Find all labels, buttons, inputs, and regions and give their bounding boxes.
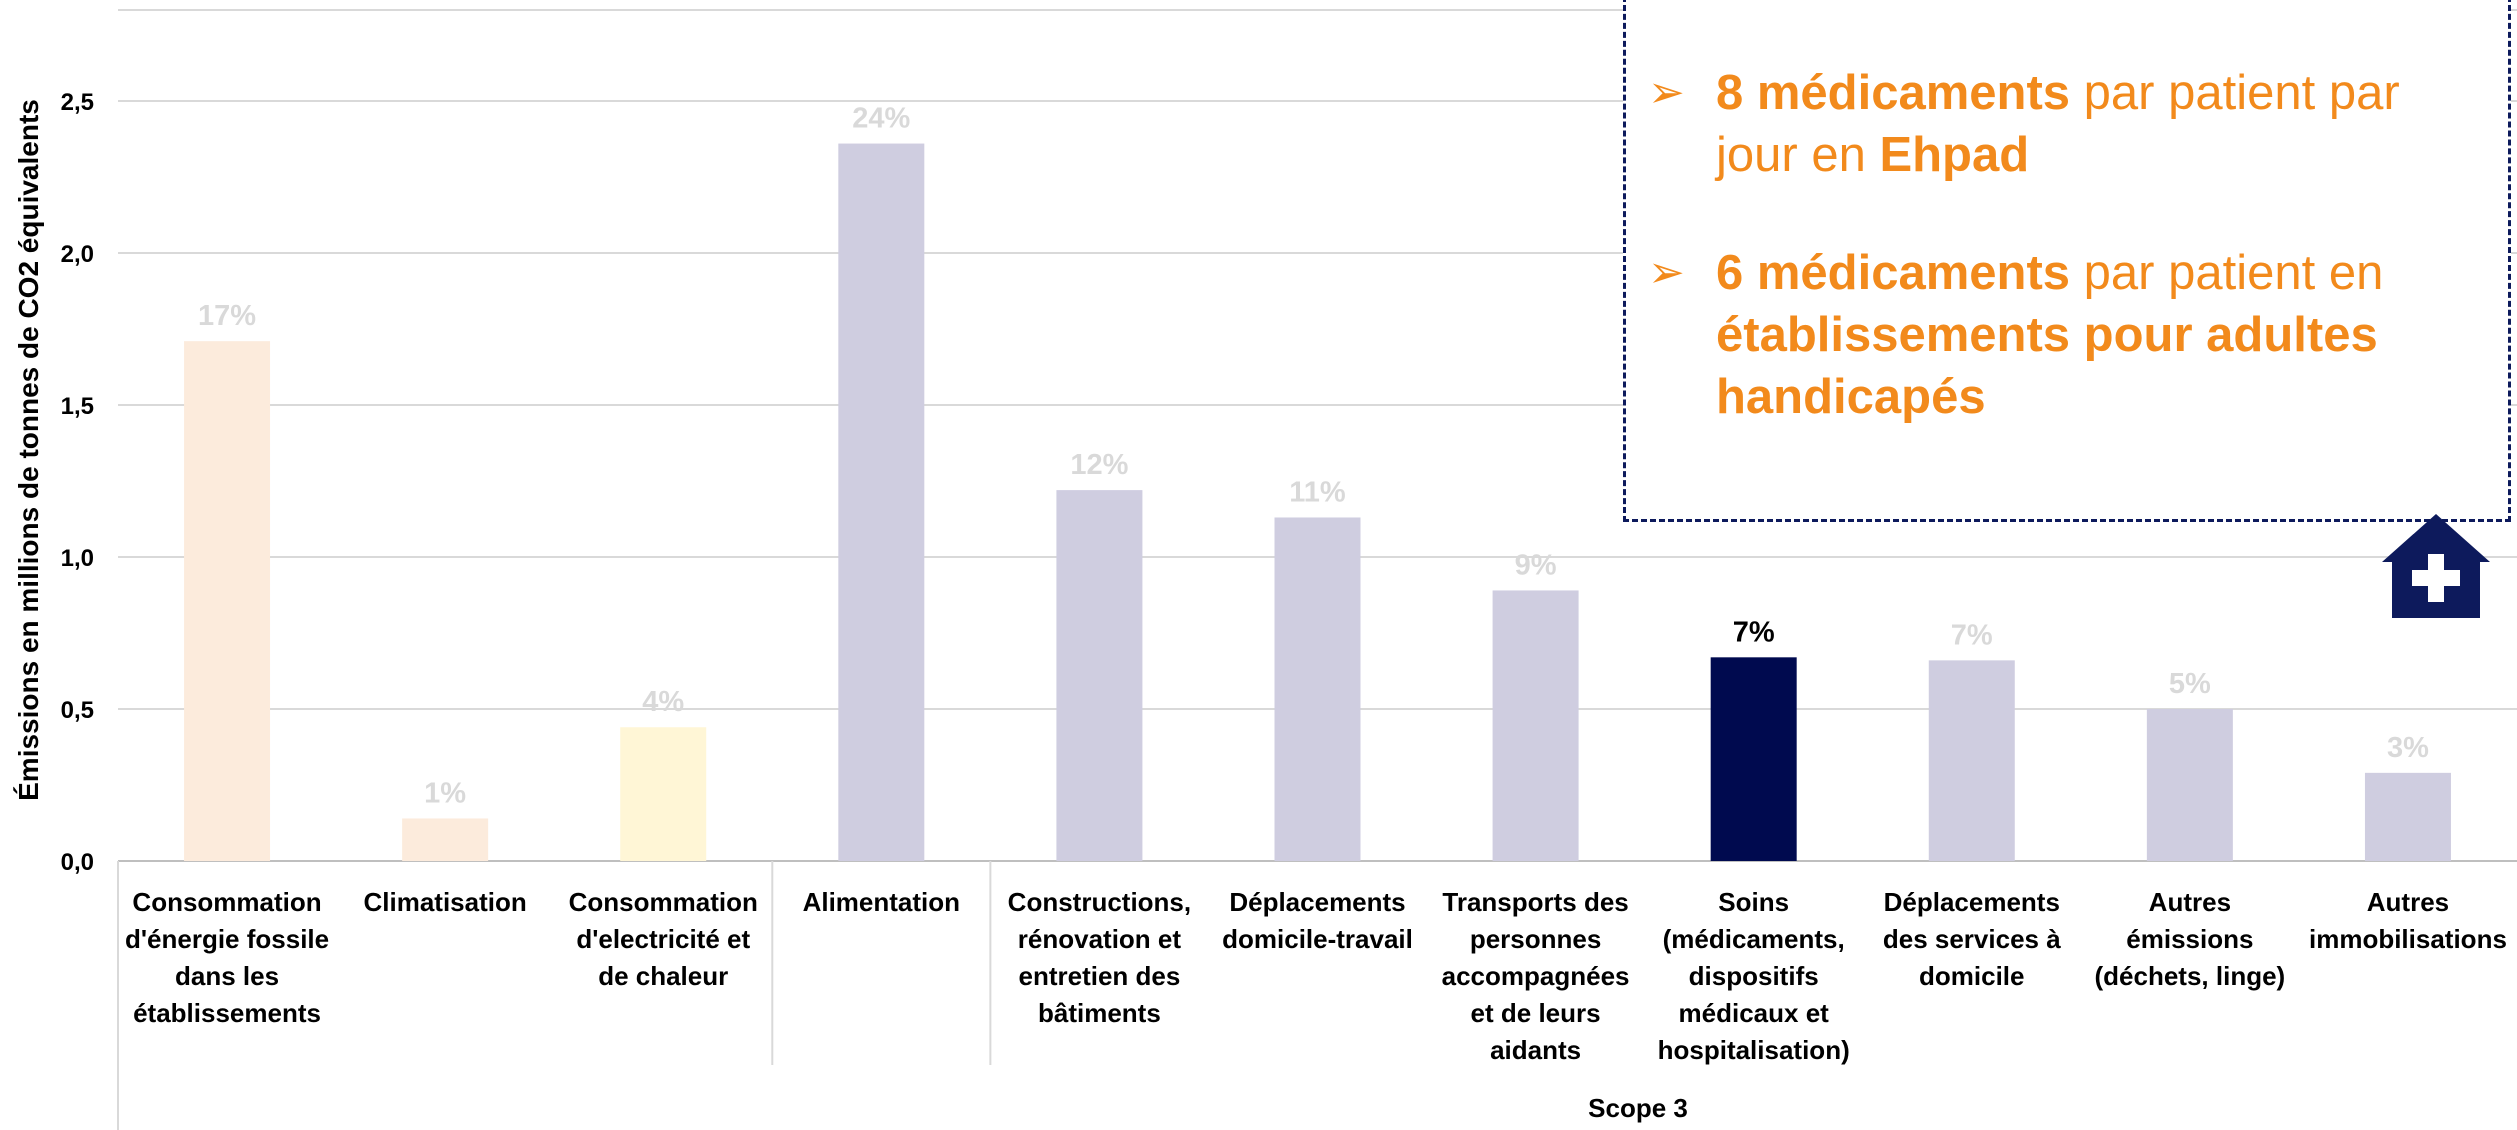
y-axis-label: Émissions en millions de tonnes de CO2 é… [13,99,44,801]
callout-box: ➢ 8 médicaments par patient par jour en E… [1623,0,2511,522]
bar [620,727,707,861]
x-tick-label: Déplacements des services à domicile [1883,887,2061,991]
y-tick-label: 2,5 [61,89,94,116]
arrow-bullet-icon: ➢ [1648,248,1685,297]
data-label: 12% [1070,449,1128,481]
x-tick-label: Alimentation [803,887,960,917]
group-label-scope3: Scope 3 [1588,1093,1688,1123]
y-tick-label: 0,5 [61,697,94,724]
data-label: 9% [1515,549,1557,581]
data-label: 7% [1733,616,1775,648]
y-tick-label: 1,5 [61,393,94,420]
x-tick-label: Autres émissions (déchets, linge) [2095,887,2286,991]
y-tick-label: 1,0 [61,545,94,572]
bar [402,818,489,861]
bar [184,341,271,861]
data-label: 24% [852,103,910,135]
x-tick-label: Déplacements domicile-travail [1222,887,1413,954]
x-tick-label: Soins (médicaments, dispositifs médicaux et… [1658,887,1850,1065]
data-label: 7% [1951,619,1993,651]
x-axis: Consommation d'énergie fossile dans les éta… [117,861,2507,1130]
bar [2146,709,2233,861]
callout-item-ehpad: ➢ 8 médicaments par patient par jour en E… [1648,62,2488,186]
data-label: 4% [642,686,684,718]
y-tick-label: 2,0 [61,241,94,268]
y-tick-label: 0,0 [61,849,94,876]
callout-item1-bold2: Ehpad [1879,128,2030,182]
callout-list: ➢ 8 médicaments par patient par jour en E… [1648,62,2488,484]
data-labels: 17% 1% 4% 24% 12% 11% 9% 7% 7% 5% 3% [198,103,2429,810]
data-label: 5% [2169,668,2211,700]
data-label: 1% [424,777,466,809]
data-label: 3% [2387,732,2429,764]
y-axis-ticks: 0,0 0,5 1,0 1,5 2,0 2,5 [61,89,94,876]
x-tick-label: Transports des personnes accompagnées et de… [1442,887,1630,1065]
callout-item2-bold: 6 médicaments [1716,246,2071,300]
callout-item-handicap: ➢ 6 médicaments par patient en établissem… [1648,242,2488,428]
data-label: 17% [198,300,256,332]
bars [184,143,2451,861]
arrow-bullet-icon: ➢ [1648,68,1685,117]
bar [1274,517,1361,861]
callout-item2-bold2: établissements pour adultes handicapés [1716,308,2378,424]
x-tick-label: Autres immobilisations [2309,887,2507,954]
bar [1710,657,1797,861]
x-tick-label: Consommation d'electricité et de chaleur [569,887,758,991]
bar [1056,490,1143,861]
x-tick-label: Constructions, rénovation et entretien des… [1008,887,1191,1028]
bar [1492,590,1579,861]
data-label: 11% [1289,476,1346,508]
callout-item2-text: par patient en [2070,246,2384,300]
bar [838,143,925,861]
x-tick-label: Consommation d'énergie fossile dans les éta… [125,887,329,1028]
hospital-house-icon [2382,514,2490,618]
callout-item1-text: par patient par jour en [1716,66,2400,182]
callout-item1-bold: 8 médicaments [1716,66,2071,120]
x-tick-label: Climatisation [364,887,527,917]
bar [2364,772,2451,861]
bar [1928,660,2015,861]
